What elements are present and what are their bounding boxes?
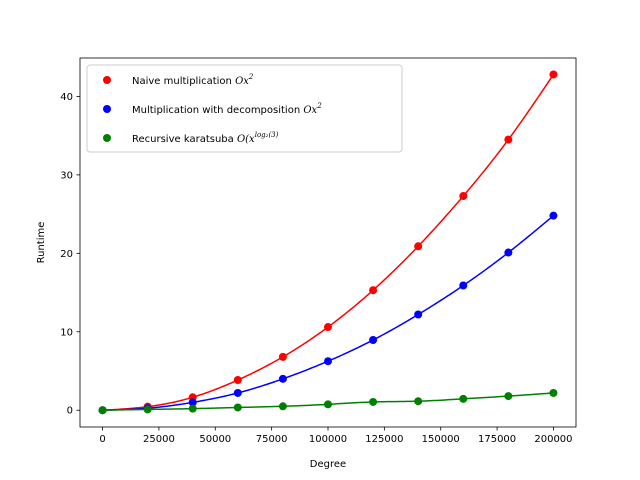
y-tick-label: 0 xyxy=(67,406,73,417)
plot-markers xyxy=(98,70,558,415)
data-point-s1-10 xyxy=(504,135,513,144)
x-tick-label: 100000 xyxy=(309,434,347,445)
legend-series-name: Multiplication with decomposition xyxy=(132,105,303,116)
legend-label-3: Recursive karatsuba O(xlog₂(3) xyxy=(132,131,279,145)
legend-formula: O(x xyxy=(237,134,255,145)
data-point-s3-11 xyxy=(549,388,558,397)
x-tick-label: 175000 xyxy=(478,434,516,445)
data-point-s3-3 xyxy=(188,404,197,413)
data-point-s3-2 xyxy=(143,405,152,414)
y-tick-label: 10 xyxy=(60,327,73,338)
x-axis-label: Degree xyxy=(310,459,346,470)
data-point-s3-4 xyxy=(233,403,242,412)
legend-formula-superscript: log₂(3) xyxy=(255,131,279,139)
data-point-s1-9 xyxy=(459,192,468,201)
x-tick-label: 75000 xyxy=(256,434,288,445)
x-tick-label: 50000 xyxy=(199,434,231,445)
data-point-s3-1 xyxy=(98,406,107,415)
data-point-s3-6 xyxy=(324,400,332,409)
data-point-s2-6 xyxy=(324,357,332,366)
y-axis-label: Runtime xyxy=(36,222,47,264)
data-point-s2-8 xyxy=(414,310,423,319)
legend-formula-superscript: 2 xyxy=(248,73,254,81)
y-tick-label: 30 xyxy=(60,170,73,181)
data-point-s1-5 xyxy=(278,352,287,361)
legend-box xyxy=(86,64,403,153)
data-point-s2-4 xyxy=(233,388,242,397)
data-point-s1-7 xyxy=(369,286,378,295)
x-tick-label: 25000 xyxy=(143,434,175,445)
legend-marker-1 xyxy=(103,76,111,84)
data-point-s1-8 xyxy=(414,242,423,251)
data-point-s2-7 xyxy=(369,336,378,345)
x-tick-label: 125000 xyxy=(365,434,403,445)
data-point-s3-5 xyxy=(278,402,287,411)
x-tick-label: 0 xyxy=(99,434,105,445)
legend-marker-2 xyxy=(103,105,111,113)
data-point-s1-6 xyxy=(324,323,332,332)
data-point-s2-10 xyxy=(504,248,513,257)
data-point-s3-7 xyxy=(369,397,378,406)
x-tick-label: 150000 xyxy=(422,434,460,445)
legend-formula: Ox xyxy=(235,76,249,87)
y-tick-label: 40 xyxy=(60,92,73,103)
y-tick-label: 20 xyxy=(60,249,73,260)
x-tick-label: 200000 xyxy=(534,434,572,445)
data-point-s3-9 xyxy=(459,394,468,403)
data-point-s3-10 xyxy=(504,392,513,401)
data-point-s1-4 xyxy=(233,376,242,385)
legend-label-2: Multiplication with decomposition Ox2 xyxy=(132,102,322,116)
legend-formula-superscript: 2 xyxy=(316,102,322,110)
data-point-s2-5 xyxy=(278,374,287,383)
data-point-s2-9 xyxy=(459,281,468,290)
data-point-s3-8 xyxy=(414,397,423,406)
legend-label-1: Naive multiplication Ox2 xyxy=(132,73,254,87)
legend-series-name: Recursive karatsuba xyxy=(132,134,237,145)
legend-formula: Ox xyxy=(303,105,317,116)
legend-series-name: Naive multiplication xyxy=(132,76,235,87)
y-axis-ticks: 0 10 20 30 40 xyxy=(60,92,80,417)
data-point-s2-3 xyxy=(188,398,197,407)
legend-marker-3 xyxy=(103,134,111,142)
data-point-s2-11 xyxy=(549,211,558,220)
x-axis-ticks: 0 25000 50000 75000 100000 125000 150000 175000… xyxy=(99,427,573,445)
data-point-s1-11 xyxy=(549,70,558,79)
